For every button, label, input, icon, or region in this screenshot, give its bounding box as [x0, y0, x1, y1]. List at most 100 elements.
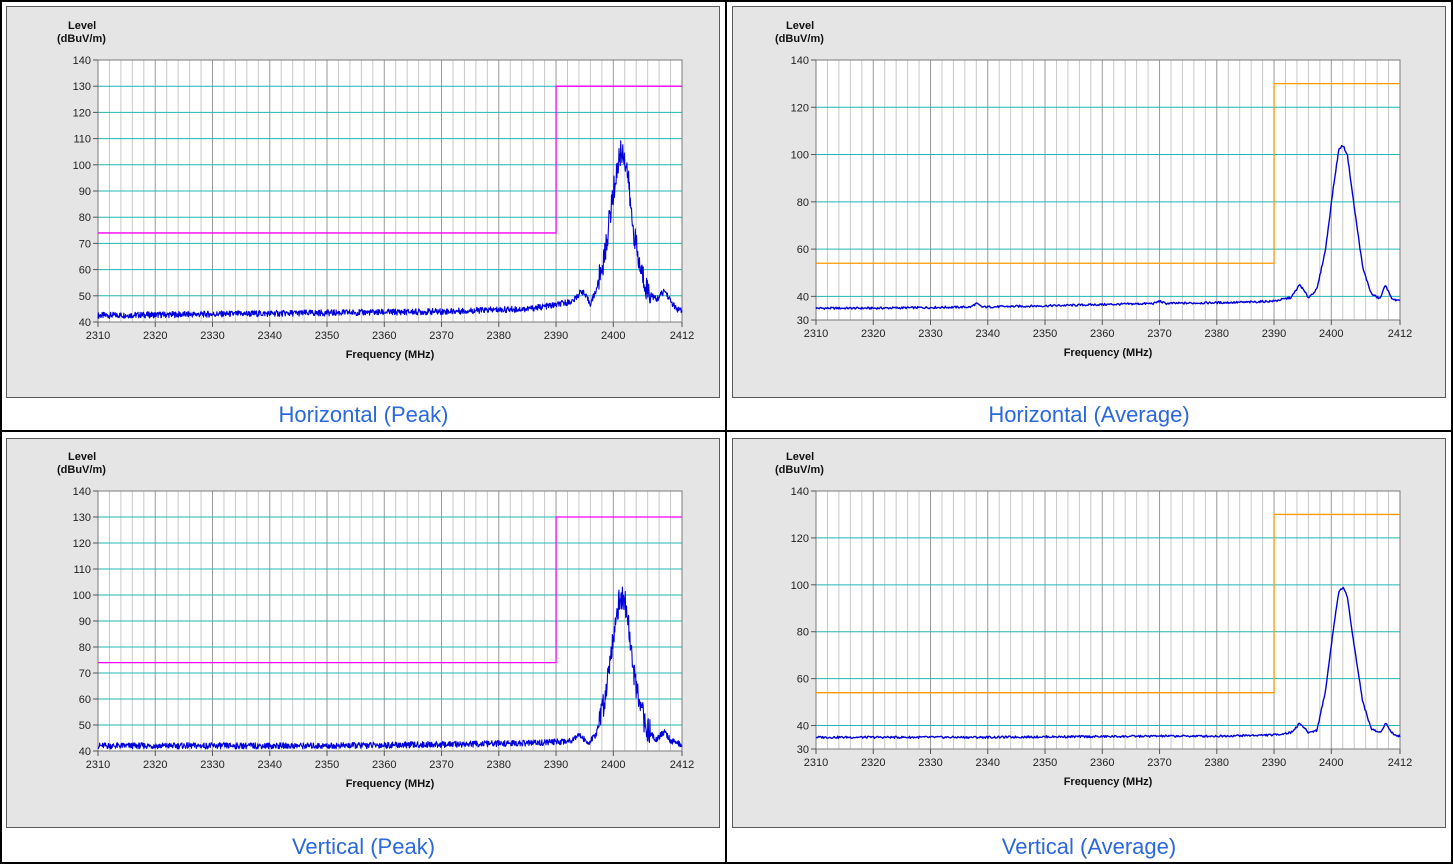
x-tick-label: 2350 [1033, 757, 1057, 769]
y-tick-label: 50 [79, 720, 91, 732]
y-tick-label: 140 [791, 55, 809, 67]
chart-vertical-peak: 40 50 60 70 80 90 100 110 120 130 140 2310 2320 2330 2… [57, 451, 694, 790]
table-divider-vertical [725, 0, 727, 864]
y-tick-label: 80 [797, 197, 809, 209]
x-tick-label: 2330 [200, 759, 224, 771]
x-tick-label: 2320 [143, 759, 167, 771]
gridlines [98, 60, 682, 322]
gridlines [816, 491, 1400, 749]
y-tick-label: 140 [791, 486, 809, 498]
y-axis-title-line1: Level [786, 20, 814, 32]
y-tick-label: 130 [73, 81, 91, 93]
y-tick-label: 90 [79, 616, 91, 628]
x-tick-label: 2400 [601, 330, 625, 342]
chart-horizontal-average: 30 40 60 80 100 120 140 2310 2320 2330 2340 2350 236… [775, 20, 1412, 359]
x-tick-label: 2340 [258, 330, 282, 342]
y-axis-title-line1: Level [68, 451, 96, 463]
y-tick-label: 130 [73, 512, 91, 524]
x-tick-label: 2330 [918, 757, 942, 769]
x-tick-label: 2320 [861, 328, 885, 340]
y-tick-label: 60 [79, 265, 91, 277]
x-tick-label: 2360 [372, 330, 396, 342]
x-tick-label: 2400 [1319, 757, 1343, 769]
x-tick-label: 2412 [670, 759, 694, 771]
limit-line [98, 85, 682, 234]
y-tick-label: 140 [73, 55, 91, 67]
y-axis-title-line2: (dBuV/m) [775, 33, 824, 45]
y-tick-label: 40 [79, 746, 91, 758]
y-tick-label: 100 [73, 160, 91, 172]
x-axis-title: Frequency (MHz) [1064, 347, 1153, 359]
measurement-trace [815, 586, 1401, 739]
y-tick-label: 70 [79, 668, 91, 680]
x-tick-label: 2400 [601, 759, 625, 771]
x-tick-label: 2360 [1090, 757, 1114, 769]
x-tick-label: 2330 [918, 328, 942, 340]
x-tick-label: 2390 [544, 330, 568, 342]
y-tick-label: 40 [79, 317, 91, 329]
x-tick-label: 2340 [976, 757, 1000, 769]
x-tick-label: 2350 [315, 759, 339, 771]
plot-border [815, 490, 1401, 750]
x-tick-label: 2370 [1147, 328, 1171, 340]
table-border-left [0, 0, 2, 864]
y-tick-label: 120 [791, 533, 809, 545]
y-axis-title-line1: Level [68, 20, 96, 32]
x-tick-label: 2412 [1388, 757, 1412, 769]
x-tick-label: 2380 [487, 330, 511, 342]
chart-caption: Horizontal (Peak) [278, 402, 449, 427]
x-tick-label: 2310 [86, 330, 110, 342]
y-tick-label: 110 [73, 564, 91, 576]
y-tick-label: 40 [797, 721, 809, 733]
y-tick-label: 120 [73, 538, 91, 550]
x-axis-title: Frequency (MHz) [1064, 776, 1153, 788]
measurement-trace [97, 586, 683, 750]
x-tick-label: 2310 [804, 328, 828, 340]
x-tick-label: 2350 [1033, 328, 1057, 340]
y-tick-label: 60 [79, 694, 91, 706]
chart-caption: Vertical (Peak) [291, 834, 436, 859]
chart-panel: 30 40 60 80 100 120 140 2310 2320 2330 2340 2350 236… [732, 438, 1446, 828]
x-axis-title: Frequency (MHz) [346, 349, 435, 361]
x-tick-label: 2310 [804, 757, 828, 769]
limit-line [816, 82, 1400, 264]
y-tick-label: 30 [797, 315, 809, 327]
x-axis-title: Frequency (MHz) [346, 778, 435, 790]
limit-line [98, 516, 682, 664]
chart-caption: Horizontal (Average) [988, 402, 1190, 427]
plot-area [816, 60, 1400, 320]
y-axis-title-line2: (dBuV/m) [57, 33, 106, 45]
measurement-trace [815, 144, 1401, 310]
x-tick-label: 2350 [315, 330, 339, 342]
table-divider-horizontal [0, 430, 1453, 432]
plot-border [815, 59, 1401, 321]
y-tick-label: 60 [797, 674, 809, 686]
x-tick-label: 2380 [1205, 757, 1229, 769]
gridlines [816, 60, 1400, 320]
y-tick-label: 80 [79, 212, 91, 224]
x-tick-label: 2380 [487, 759, 511, 771]
chart-caption: Vertical (Average) [1001, 834, 1177, 859]
y-tick-label: 120 [73, 107, 91, 119]
y-tick-label: 80 [797, 627, 809, 639]
y-tick-label: 120 [791, 102, 809, 114]
y-tick-label: 80 [79, 642, 91, 654]
x-tick-label: 2370 [429, 759, 453, 771]
x-tick-label: 2360 [372, 759, 396, 771]
y-tick-label: 70 [79, 238, 91, 250]
y-tick-label: 100 [791, 150, 809, 162]
x-tick-label: 2320 [143, 330, 167, 342]
y-tick-label: 50 [79, 291, 91, 303]
x-tick-label: 2390 [544, 759, 568, 771]
x-tick-label: 2370 [429, 330, 453, 342]
y-tick-label: 100 [791, 580, 809, 592]
x-tick-label: 2330 [200, 330, 224, 342]
table-border-right [1451, 0, 1453, 864]
gridlines [98, 491, 682, 751]
y-axis-title-line1: Level [786, 451, 814, 463]
y-tick-label: 90 [79, 186, 91, 198]
x-tick-label: 2400 [1319, 328, 1343, 340]
x-tick-label: 2310 [86, 759, 110, 771]
y-tick-label: 30 [797, 744, 809, 756]
